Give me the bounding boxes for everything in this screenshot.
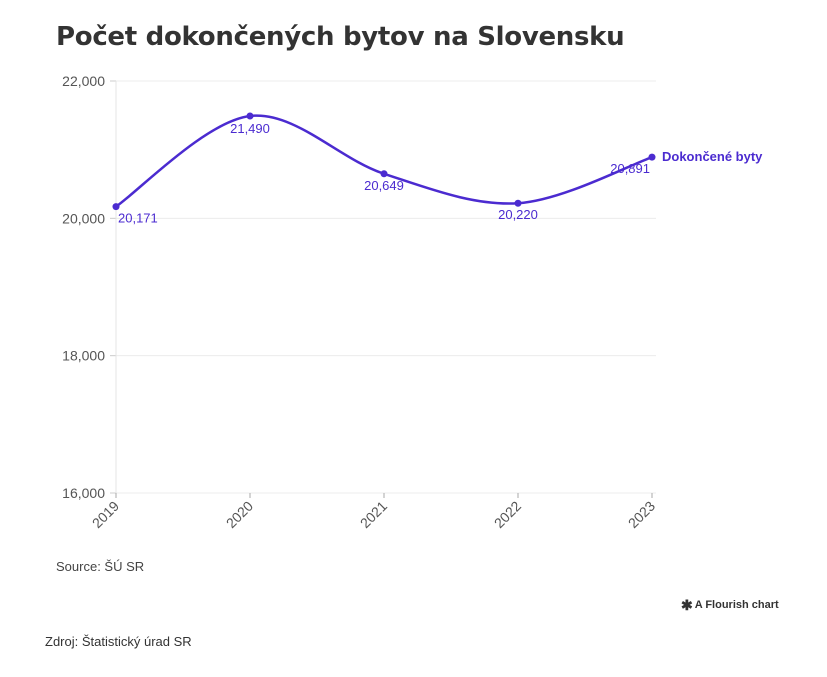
x-tick-label: 2022	[491, 498, 524, 531]
chart-title: Počet dokončených bytov na Slovensku	[56, 22, 625, 52]
data-point	[380, 170, 388, 178]
data-label: 20,220	[498, 207, 538, 222]
data-point	[648, 153, 656, 161]
data-point	[514, 199, 522, 207]
data-point	[112, 203, 120, 211]
x-tick-label: 2020	[223, 498, 256, 531]
data-point	[246, 112, 254, 120]
x-tick-label: 2023	[625, 498, 658, 531]
series: 20,171 21,490 20,649 20,220 20,891 Dokončené …	[112, 112, 763, 226]
y-tick-label: 16,000	[62, 485, 105, 501]
data-label: 20,649	[364, 178, 404, 193]
y-tick-label: 20,000	[62, 210, 105, 226]
zdroj-note: Zdroj: Štatistický úrad SR	[45, 634, 192, 649]
source-note: Source: ŠÚ SR	[56, 559, 145, 574]
flourish-star-icon: ✱	[681, 597, 693, 613]
gridlines	[116, 80, 656, 494]
x-axis: 2019 2020 2021 2022 2023	[89, 493, 658, 531]
y-axis: 16,000 18,000 20,000 22,000	[62, 73, 117, 501]
series-name-label: Dokončené byty	[662, 149, 763, 164]
flourish-credit-label: A Flourish chart	[694, 599, 779, 611]
data-label: 21,490	[230, 121, 270, 136]
x-tick-label: 2021	[357, 498, 390, 531]
y-tick-label: 22,000	[62, 73, 105, 89]
flourish-credit[interactable]: ✱ A Flourish chart	[681, 598, 779, 612]
series-line	[115, 114, 653, 208]
data-label: 20,171	[118, 211, 158, 226]
x-tick-label: 2019	[89, 498, 122, 531]
data-label: 20,891	[610, 161, 650, 176]
y-tick-label: 18,000	[62, 348, 105, 364]
